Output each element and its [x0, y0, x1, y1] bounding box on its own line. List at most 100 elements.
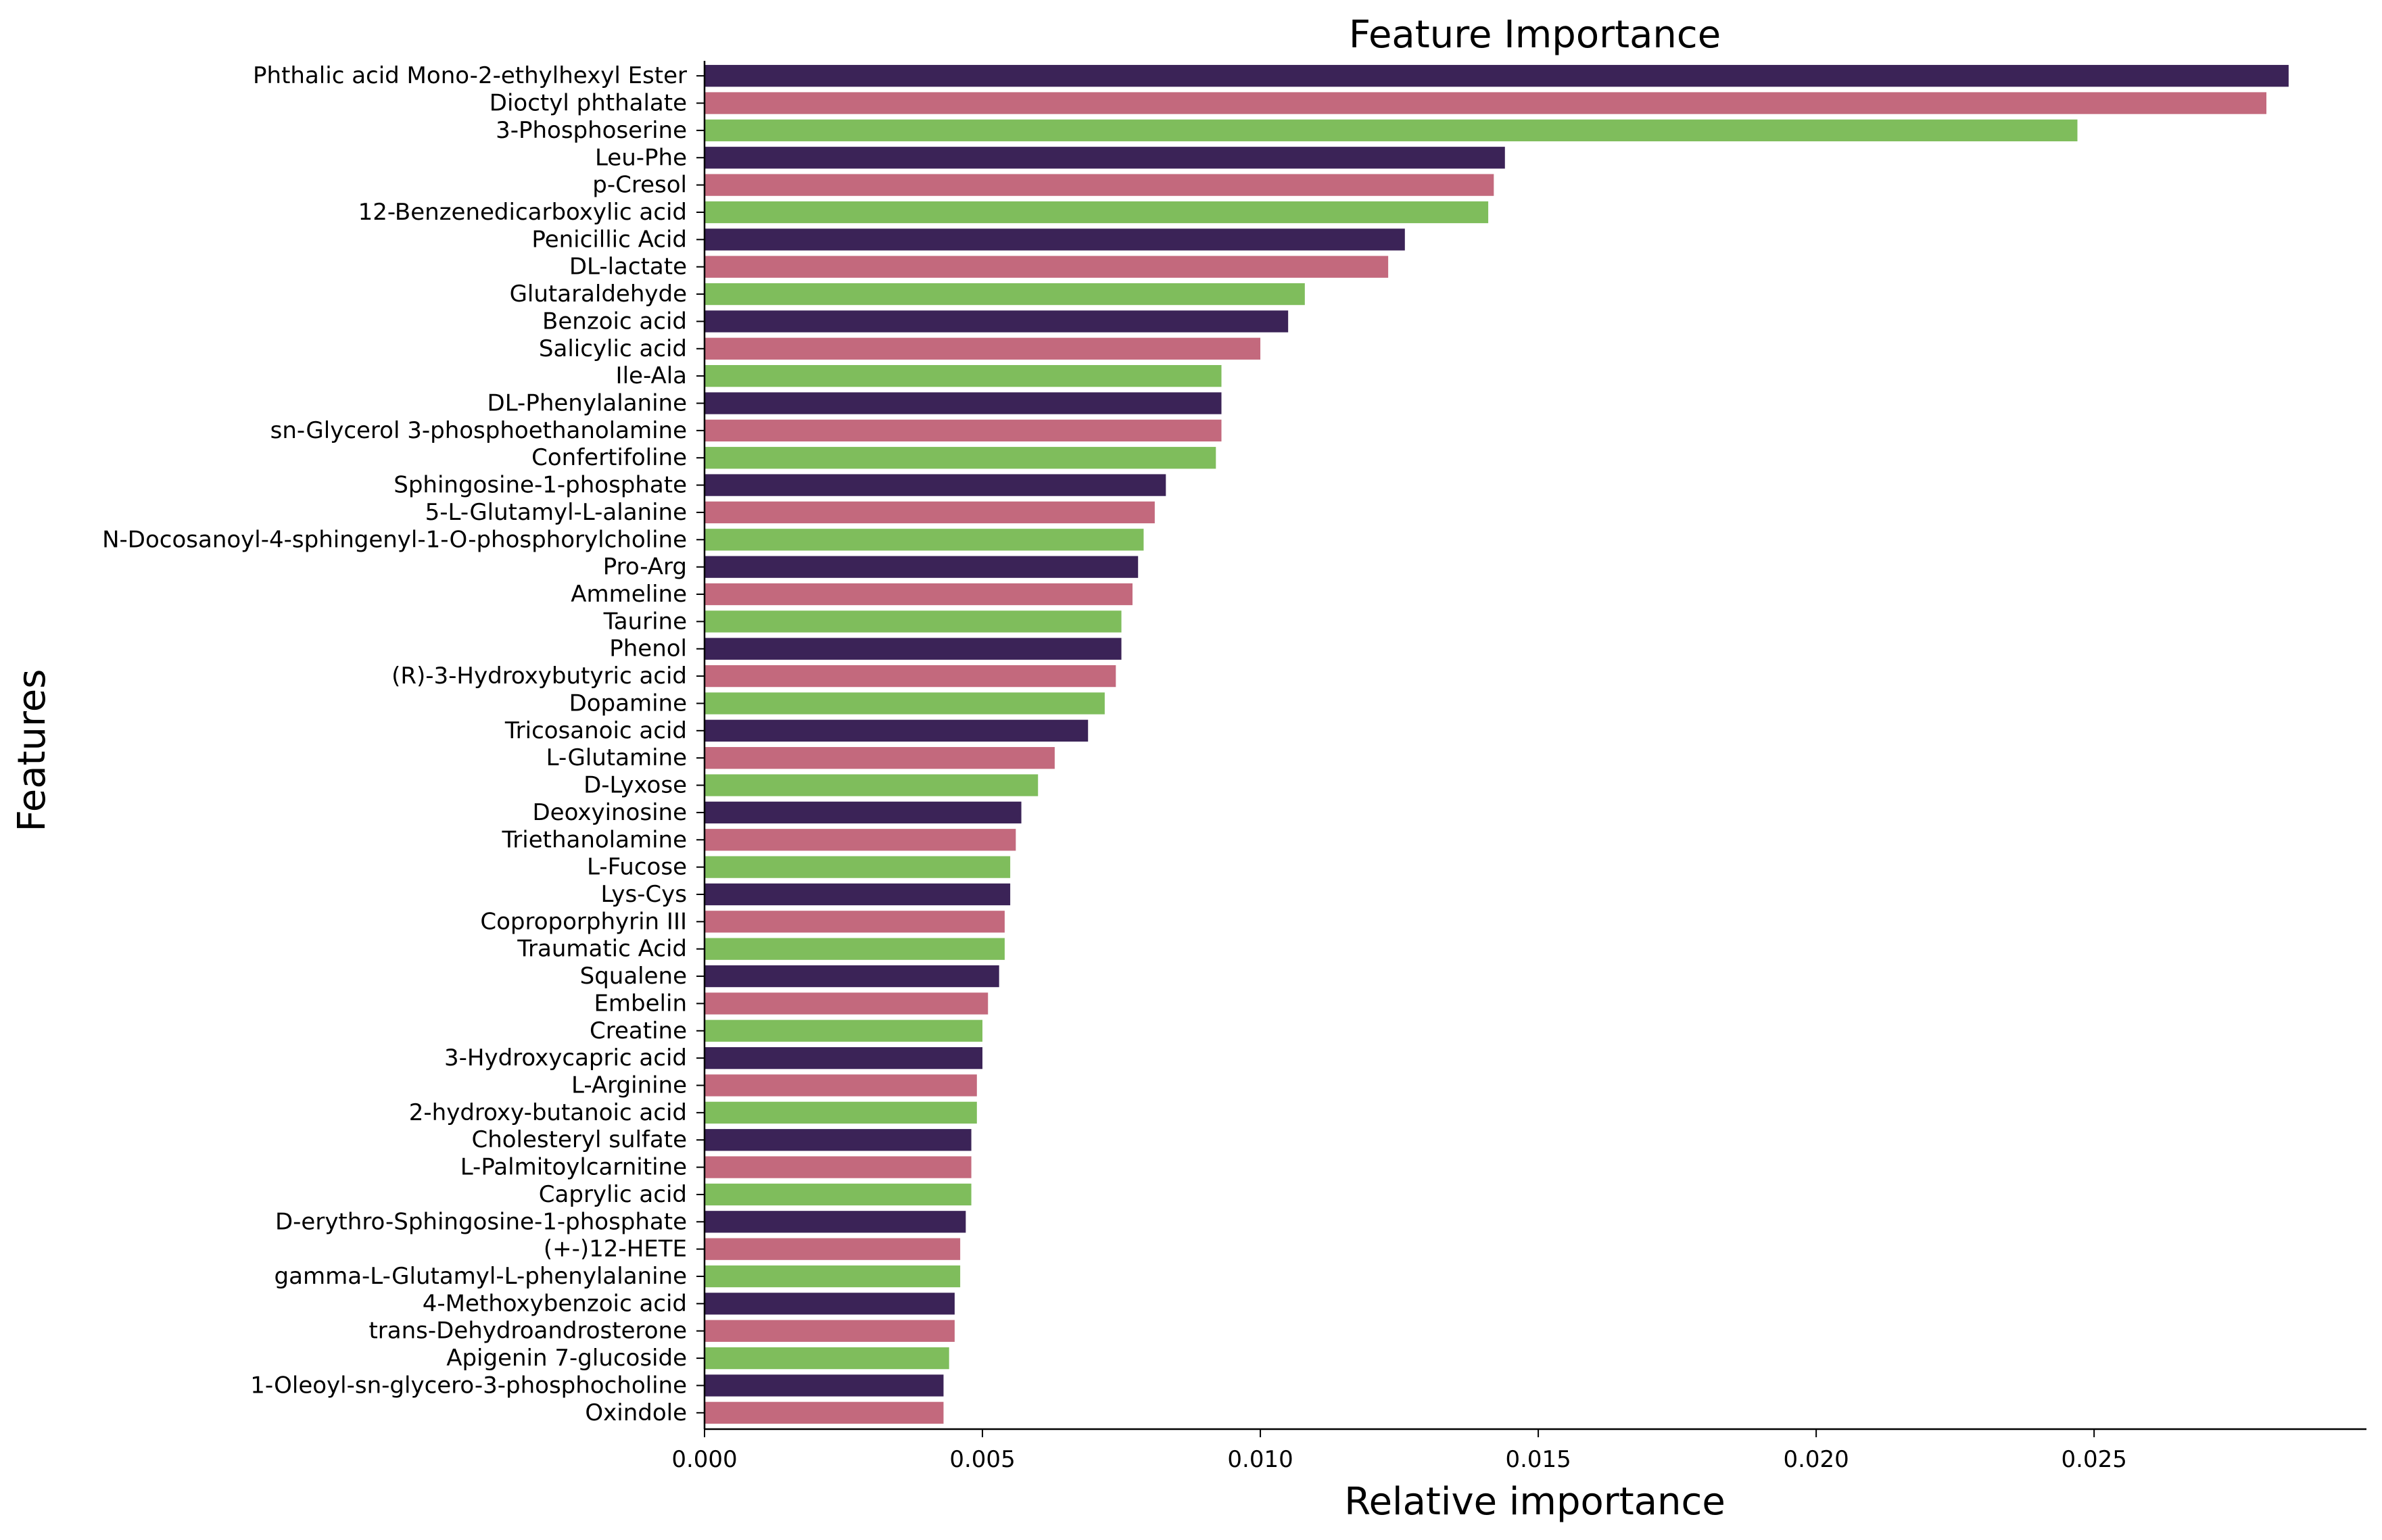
- x-tick-label: 0.025: [2062, 1446, 2127, 1473]
- bar: [705, 1019, 983, 1042]
- category-label: 3-Phosphoserine: [496, 117, 687, 144]
- category-label: DL-Phenylalanine: [487, 390, 687, 417]
- x-tick-label: 0.010: [1227, 1446, 1293, 1473]
- category-label: Penicillic Acid: [531, 226, 687, 253]
- bar: [705, 92, 2267, 114]
- category-label: D-erythro-Sphingosine-1-phosphate: [275, 1208, 687, 1235]
- category-label: DL-lactate: [569, 254, 687, 281]
- bar: [705, 665, 1116, 688]
- bar: [705, 310, 1289, 333]
- category-label: Triethanolamine: [502, 826, 688, 853]
- category-label: 4-Methoxybenzoic acid: [423, 1290, 687, 1317]
- category-label: L-Palmitoylcarnitine: [460, 1154, 687, 1181]
- category-label: Benzoic acid: [542, 308, 687, 335]
- category-label: Ammeline: [571, 581, 687, 608]
- bar: [705, 719, 1089, 742]
- category-label: Ile-Ala: [616, 362, 687, 389]
- bar: [705, 1347, 949, 1370]
- bar: [705, 201, 1489, 224]
- x-tick-label: 0.005: [949, 1446, 1015, 1473]
- category-label: Phenol: [609, 635, 687, 663]
- bar: [705, 501, 1155, 524]
- bar: [705, 938, 1005, 960]
- bar: [705, 65, 2289, 87]
- bar: [705, 474, 1166, 496]
- bar: [705, 419, 1222, 442]
- bar: [705, 1183, 972, 1206]
- bar: [705, 447, 1216, 469]
- bar: [705, 337, 1261, 360]
- x-tick-label: 0.015: [1505, 1446, 1571, 1473]
- category-label: p-Cresol: [592, 172, 687, 199]
- bar: [705, 1238, 961, 1260]
- bar: [705, 256, 1389, 278]
- bar: [705, 610, 1122, 633]
- category-labels-group: Phthalic acid Mono-2-ethylhexyl EsterDio…: [102, 62, 705, 1426]
- category-label: Apigenin 7-glucoside: [446, 1345, 687, 1372]
- category-label: Leu-Phe: [595, 144, 687, 171]
- y-axis-label: Features: [10, 669, 54, 832]
- bar: [705, 1265, 961, 1288]
- chart-title: Feature Importance: [1349, 13, 1721, 57]
- bar: [705, 1047, 983, 1069]
- category-label: Coproporphyrin III: [480, 908, 687, 935]
- category-label: N-Docosanoyl-4-sphingenyl-1-O-phosphoryl…: [102, 526, 687, 553]
- category-label: Deoxyinosine: [532, 799, 687, 826]
- bar: [705, 829, 1016, 851]
- category-label: D-Lyxose: [583, 772, 687, 799]
- category-label: 5-L-Glutamyl-L-alanine: [425, 499, 687, 526]
- category-label: L-Fucose: [587, 854, 687, 881]
- bar: [705, 801, 1022, 824]
- bar: [705, 583, 1133, 606]
- bar: [705, 529, 1144, 551]
- bar: [705, 283, 1305, 306]
- bar: [705, 1156, 972, 1178]
- bar: [705, 692, 1105, 715]
- bar: [705, 392, 1222, 414]
- bar: [705, 147, 1505, 169]
- category-label: Pro-Arg: [603, 554, 687, 581]
- bar: [705, 992, 988, 1015]
- category-label: gamma-L-Glutamyl-L-phenylalanine: [275, 1263, 687, 1290]
- category-label: Creatine: [590, 1017, 687, 1044]
- category-label: Glutaraldehyde: [510, 281, 687, 308]
- category-label: 12-Benzenedicarboxylic acid: [358, 199, 687, 226]
- bar: [705, 965, 999, 988]
- category-label: (R)-3-Hydroxybutyric acid: [391, 663, 687, 690]
- x-axis-label: Relative importance: [1344, 1480, 1725, 1524]
- category-label: Taurine: [603, 608, 687, 635]
- bar: [705, 1129, 972, 1151]
- category-label: Sphingosine-1-phosphate: [394, 472, 687, 499]
- category-label: Phthalic acid Mono-2-ethylhexyl Ester: [253, 62, 687, 89]
- x-ticks-group: 0.000 0.005 0.010 0.015 0.020 0.025: [671, 1429, 2127, 1473]
- category-label: (+-)12-HETE: [544, 1236, 687, 1263]
- bar: [705, 174, 1494, 196]
- category-label: Tricosanoic acid: [504, 717, 687, 744]
- bars-group: [705, 65, 2289, 1424]
- bar: [705, 856, 1011, 878]
- bar: [705, 1211, 966, 1233]
- bar: [705, 1074, 977, 1097]
- bar: [705, 1374, 944, 1397]
- category-label: sn-Glycerol 3-phosphoethanolamine: [270, 417, 687, 444]
- bar: [705, 228, 1405, 251]
- bar: [705, 1320, 955, 1342]
- bar: [705, 1101, 977, 1124]
- category-label: Oxindole: [585, 1399, 687, 1426]
- bar: [705, 365, 1222, 387]
- bar: [705, 1293, 955, 1315]
- bar: [705, 556, 1139, 578]
- category-label: Cholesteryl sulfate: [471, 1126, 687, 1153]
- category-label: L-Arginine: [571, 1072, 687, 1099]
- bar: [705, 774, 1039, 796]
- category-label: Lys-Cys: [601, 881, 688, 908]
- category-label: Dopamine: [569, 690, 687, 717]
- bar: [705, 911, 1005, 933]
- category-label: Salicylic acid: [539, 335, 687, 362]
- x-tick-label: 0.020: [1783, 1446, 1849, 1473]
- category-label: trans-Dehydroandrosterone: [368, 1318, 687, 1345]
- category-label: Embelin: [594, 990, 687, 1017]
- category-label: Dioctyl phthalate: [490, 90, 687, 117]
